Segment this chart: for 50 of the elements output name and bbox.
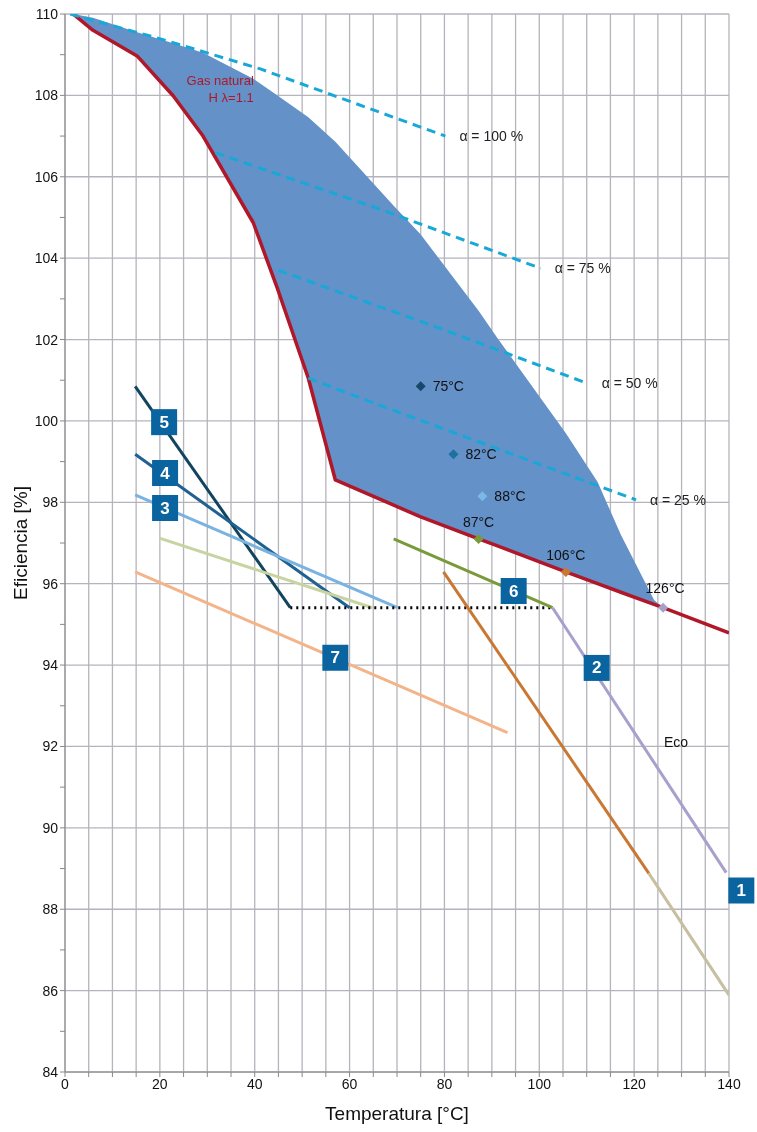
x-tick-label: 100 [527, 1075, 552, 1092]
y-tick-label: 108 [34, 87, 59, 104]
text: 1 [736, 881, 747, 901]
y-tick-label: 100 [34, 412, 59, 429]
y-tick-label: 104 [34, 250, 59, 267]
series-label: α = 75 % [554, 260, 611, 277]
y-axis-title: Eficiencia [%] [9, 485, 31, 601]
y-tick-label: 96 [42, 575, 59, 592]
point [448, 449, 459, 460]
point [473, 533, 484, 544]
annotation: 5 [159, 412, 169, 432]
point [658, 602, 669, 613]
series-label: 87°C [462, 513, 495, 530]
y-tick-label: 98 [42, 494, 59, 511]
x-axis-title: Temperatura [°C] [325, 1103, 469, 1124]
x-tick-label: 60 [341, 1075, 358, 1092]
point [477, 491, 488, 502]
x-tick-label: 80 [436, 1075, 453, 1092]
y-tick-label: 110 [35, 5, 59, 22]
series-label: α = 50 % [601, 375, 658, 392]
point [560, 566, 571, 577]
y-tick-label: 102 [34, 331, 59, 348]
series-label: 106°C [546, 546, 586, 563]
y-tick-label: 106 [34, 168, 59, 185]
x-tick-label: 20 [152, 1075, 168, 1092]
y-tick-label: 84 [42, 1063, 59, 1080]
annotation: 6 [508, 581, 519, 601]
annotation: 3 [160, 498, 170, 518]
y-tick-label: 86 [42, 982, 59, 999]
annotation: Eco [664, 734, 689, 751]
y-tick-label: 88 [42, 901, 59, 918]
x-tick-label: 40 [246, 1075, 263, 1092]
x-tick-label: 140 [717, 1075, 741, 1092]
y-tick-label: 90 [42, 819, 59, 836]
series-label: 88°C [494, 488, 526, 505]
series-label: 126°C [645, 579, 685, 596]
series-label: 75°C [432, 378, 464, 395]
annotation: 7 [330, 648, 341, 668]
line-series [68, 14, 447, 138]
y-tick-label: 92 [42, 738, 59, 755]
x-tick-label: 0 [61, 1075, 70, 1092]
point [415, 381, 426, 392]
y-tick-label: 94 [42, 657, 59, 674]
annotation: 4 [160, 463, 171, 483]
series-label: Gas natural H λ=1.1 [185, 71, 254, 106]
series-label: α = 100 % [459, 128, 524, 145]
x-tick-label: 120 [622, 1075, 647, 1092]
series-label: α = 25 % [650, 491, 707, 508]
series-label: 82°C [465, 446, 497, 463]
annotation: 2 [591, 658, 602, 678]
